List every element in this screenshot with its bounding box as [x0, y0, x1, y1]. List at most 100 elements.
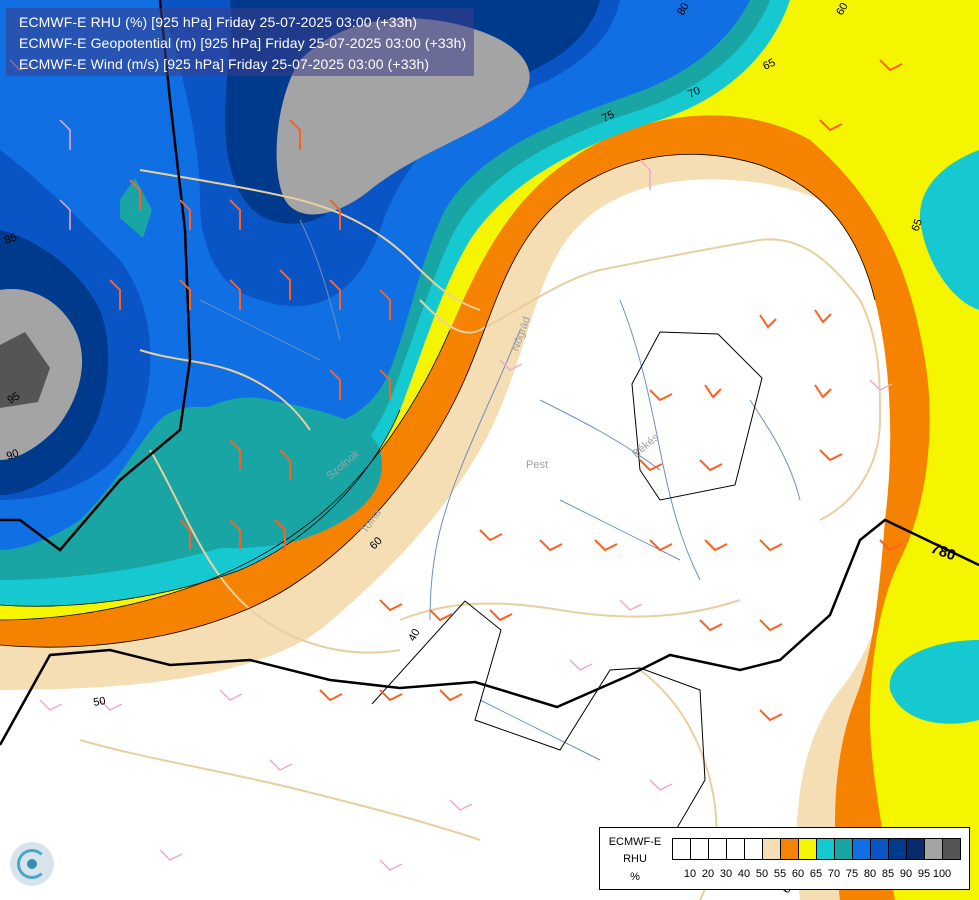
legend-swatch	[870, 838, 889, 860]
contour-label: 50	[92, 695, 106, 709]
county-borders	[371, 331, 763, 861]
wind-barb-icon	[819, 449, 843, 462]
wind-barb-icon	[619, 599, 643, 611]
contour-label: 40	[406, 627, 423, 644]
logo-dot	[27, 859, 37, 869]
legend-swatch	[744, 838, 763, 860]
wind-barb-icon	[99, 699, 123, 711]
wind-barb-icon	[229, 279, 241, 310]
wind-barb-icon	[319, 689, 343, 702]
wind-barb-icon	[704, 384, 722, 399]
legend-swatch	[726, 838, 745, 860]
rhu-east-cyan	[919, 150, 979, 310]
wind-barb-icon	[109, 279, 121, 310]
wind-barb-icon	[229, 519, 241, 550]
wind-barb-icon	[439, 689, 463, 702]
rhu-contours	[0, 153, 876, 648]
rhu-teal-pocket	[142, 397, 382, 549]
legend-level-label: 40	[737, 868, 751, 880]
wind-barb-icon	[279, 269, 291, 300]
wind-barb-icon	[569, 659, 593, 671]
color-legend: ECMWF-E RHU % 10 20 30 40 50 55 60 65 70 75 80 85 90…	[599, 827, 970, 890]
legend-level-label: 95	[917, 868, 931, 880]
contour-label: 90	[5, 447, 21, 462]
wind-barb-icon	[379, 859, 403, 871]
legend-level-label: 10	[683, 868, 697, 880]
header-title-geopotential: ECMWF-E Geopotential (m) [925 hPa] Frida…	[19, 35, 467, 51]
legend-swatch	[762, 838, 781, 860]
wind-barb-icon	[229, 439, 241, 470]
legend-title-model: ECMWF-E	[608, 836, 662, 848]
legend-title-variable: RHU	[623, 853, 647, 865]
wind-barb-icon	[699, 459, 723, 472]
legend-level-label: 60	[791, 868, 805, 880]
wind-barb-icon	[269, 759, 293, 771]
contour-label: 75	[600, 109, 616, 125]
wind-barb-icon	[649, 389, 673, 402]
wind-barb-icon	[279, 449, 291, 480]
legend-level-label: 65	[809, 868, 823, 880]
wind-barb-icon	[704, 539, 728, 552]
wind-barb-icon	[329, 369, 341, 400]
wind-barb-icon	[819, 119, 843, 132]
legend-level-label: 80	[863, 868, 877, 880]
legend-swatch	[690, 838, 709, 860]
wind-barb-icon	[274, 519, 286, 550]
wind-barb-icon	[179, 519, 191, 550]
wind-barb-icon	[759, 314, 777, 329]
wind-barb-icon	[59, 119, 71, 150]
legend-level-label: 85	[881, 868, 895, 880]
wind-barb-icon	[539, 539, 563, 552]
wind-barb-icon	[379, 369, 391, 400]
wind-barb-icon	[639, 459, 663, 472]
header-title-rhu: ECMWF-E RHU (%) [925 hPa] Friday 25-07-2…	[19, 14, 418, 30]
geopotential-line	[0, 518, 979, 746]
legend-level-label: 20	[701, 868, 715, 880]
header-title-wind: ECMWF-E Wind (m/s) [925 hPa] Friday 25-0…	[19, 56, 430, 72]
geopotential-line-north	[0, 0, 192, 552]
legend-level-label: 70	[827, 868, 841, 880]
wind-barb-icon	[449, 799, 473, 811]
contour-label: 95	[6, 390, 23, 407]
wind-barb-icon	[429, 609, 453, 622]
legend-level-label: 50	[755, 868, 769, 880]
wind-barbs	[109, 59, 903, 722]
legend-level-label: 90	[899, 868, 913, 880]
wind-barb-icon	[699, 619, 723, 632]
wind-barb-icon	[479, 529, 503, 542]
wind-barb-icon	[329, 279, 341, 310]
legend-level-label: 75	[845, 868, 859, 880]
legend-swatch	[906, 838, 925, 860]
contour-label: 80	[675, 1, 692, 18]
wind-barb-icon	[159, 849, 183, 861]
wind-barb-icon	[379, 689, 403, 702]
legend-swatch	[816, 838, 835, 860]
rhu-east-cyan-2	[889, 640, 979, 724]
header-panel: ECMWF-E RHU (%) [925 hPa] Friday 25-07-2…	[6, 8, 474, 76]
wind-barb-icon	[869, 379, 893, 391]
wind-barb-icon	[379, 599, 403, 612]
wind-barb-icon	[814, 309, 832, 324]
legend-level-label: 100	[932, 868, 952, 880]
ecmwf-logo-icon	[10, 842, 54, 886]
wind-barb-icon	[179, 199, 191, 230]
legend-level-label: 30	[719, 868, 733, 880]
wind-barb-icon	[329, 199, 341, 230]
contour-label: 85	[3, 231, 19, 246]
wind-barb-icon	[814, 384, 832, 399]
contour-label: 70	[686, 85, 702, 101]
city-label: Pest	[526, 459, 548, 471]
wind-barb-icon	[759, 539, 783, 552]
wind-barb-icon	[59, 199, 71, 230]
wind-barb-icon	[879, 59, 903, 72]
contour-label: 60	[834, 1, 851, 18]
wind-barb-icon	[499, 359, 523, 371]
contour-label: 65	[761, 57, 777, 73]
wind-barb-icon	[594, 539, 618, 552]
legend-level-label: 55	[773, 868, 787, 880]
rhu-teal-spot	[120, 178, 152, 238]
legend-swatch	[924, 838, 943, 860]
wind-barb-icon	[649, 539, 673, 552]
wind-barb-icon	[639, 159, 651, 190]
